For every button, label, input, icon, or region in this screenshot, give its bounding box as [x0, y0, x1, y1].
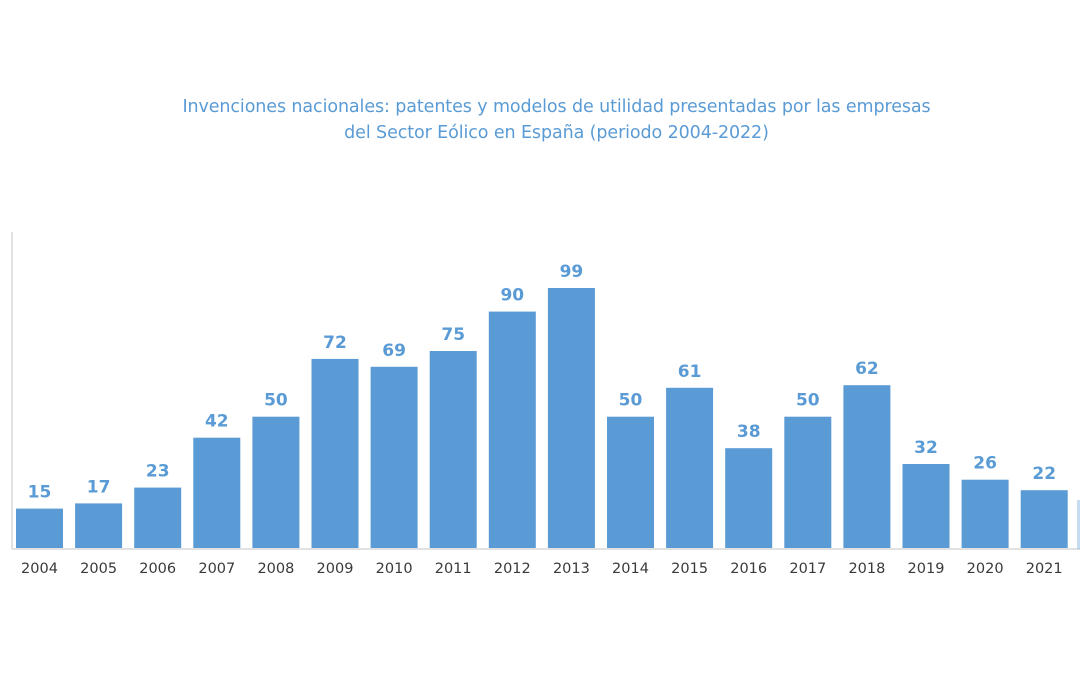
x-tick-label-2009: 2009 — [317, 561, 354, 577]
x-tick-label-2005: 2005 — [80, 561, 117, 577]
bar-2019 — [902, 464, 950, 548]
x-tick-label-2004: 2004 — [21, 561, 58, 577]
value-label-2016: 38 — [737, 422, 761, 442]
bar-2009 — [311, 358, 359, 548]
x-tick-label-2010: 2010 — [376, 561, 413, 577]
x-tick-labels-group: 2004 2005 2006 2007 2008 2009 2010 2011 2012 2013… — [21, 561, 1063, 577]
bar-2006 — [134, 487, 182, 548]
bar-2010 — [370, 366, 418, 548]
value-label-2008: 50 — [264, 391, 288, 411]
bars-group — [16, 288, 1068, 548]
x-tick-label-2015: 2015 — [671, 561, 708, 577]
x-tick-label-2014: 2014 — [612, 561, 649, 577]
bar-2008 — [252, 416, 300, 548]
value-label-2019: 32 — [914, 438, 938, 458]
value-label-2018: 62 — [855, 359, 879, 379]
bar-2012 — [488, 311, 536, 548]
x-tick-label-2007: 2007 — [198, 561, 235, 577]
value-labels-group: 15 17 23 42 50 72 69 75 90 99 50 61 38 50 62 32 26 22 — [28, 262, 1056, 503]
x-tick-label-2006: 2006 — [139, 561, 176, 577]
value-label-2014: 50 — [619, 391, 643, 411]
chart-title: Invenciones nacionales: patentes y model… — [0, 94, 1080, 146]
bar-2005 — [75, 503, 123, 548]
bar-2014 — [607, 416, 654, 548]
value-label-2020: 26 — [973, 454, 997, 474]
bar-partial-2022 — [1077, 500, 1080, 549]
bar-2021 — [1020, 490, 1068, 548]
value-label-2021: 22 — [1032, 464, 1056, 484]
value-label-2017: 50 — [796, 391, 820, 411]
value-label-2015: 61 — [678, 362, 702, 382]
x-tick-label-2020: 2020 — [967, 561, 1004, 577]
value-label-2010: 69 — [382, 341, 406, 361]
bar-2017 — [784, 416, 832, 548]
value-label-2011: 75 — [441, 325, 465, 345]
x-tick-label-2008: 2008 — [257, 561, 294, 577]
x-tick-label-2012: 2012 — [494, 561, 531, 577]
x-tick-label-2019: 2019 — [908, 561, 945, 577]
bar-2018 — [843, 385, 891, 548]
bar-2016 — [725, 448, 773, 548]
value-label-2006: 23 — [146, 462, 170, 482]
chart-title-line-1: Invenciones nacionales: patentes y model… — [182, 97, 931, 117]
x-tick-label-2018: 2018 — [848, 561, 885, 577]
bar-2015 — [666, 387, 714, 548]
value-label-2013: 99 — [560, 262, 584, 282]
x-tick-label-2016: 2016 — [730, 561, 767, 577]
value-label-2012: 90 — [500, 286, 524, 306]
x-tick-label-2011: 2011 — [435, 561, 472, 577]
bar-2004 — [16, 508, 63, 548]
bar-2013 — [547, 288, 595, 548]
bar-2020 — [961, 479, 1009, 548]
x-tick-label-2021: 2021 — [1026, 561, 1063, 577]
bar-2007 — [193, 437, 241, 548]
value-label-2009: 72 — [323, 333, 347, 353]
value-label-2007: 42 — [205, 412, 229, 432]
x-tick-label-2013: 2013 — [553, 561, 590, 577]
value-label-2005: 17 — [87, 477, 111, 497]
chart-title-line-2: del Sector Eólico en España (periodo 200… — [344, 123, 769, 143]
value-label-2004: 15 — [28, 483, 52, 503]
x-tick-label-2017: 2017 — [789, 561, 826, 577]
bar-2011 — [429, 351, 477, 548]
